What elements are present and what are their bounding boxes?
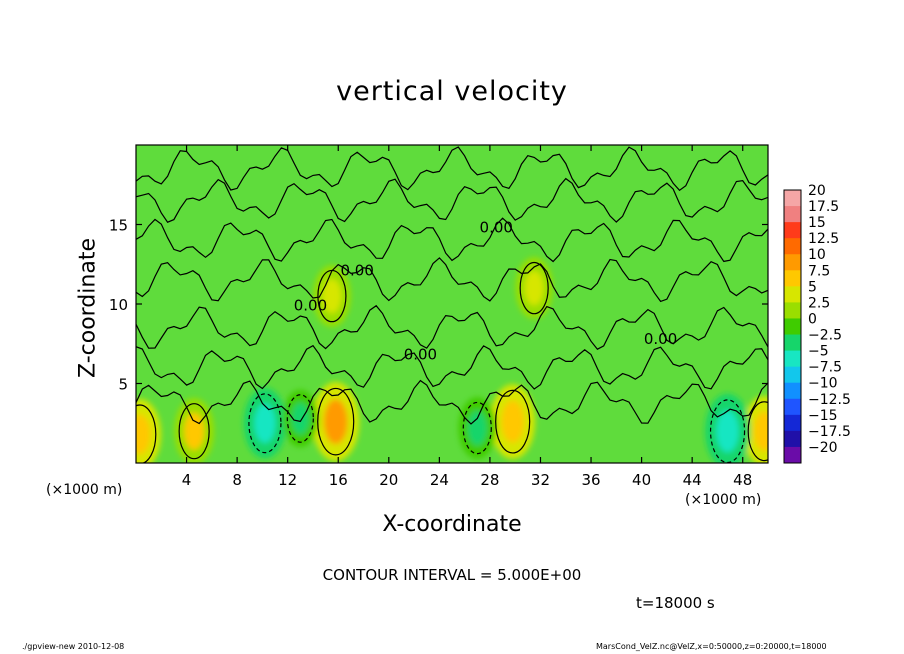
colorbar-swatch xyxy=(784,270,801,287)
downdraft-core xyxy=(254,403,276,444)
x-tick-label: 48 xyxy=(733,471,752,489)
colorbar-label: −2.5 xyxy=(808,328,842,344)
colorbar-label: −7.5 xyxy=(808,360,842,376)
updraft-core xyxy=(753,411,768,451)
contour-label: 0.00 xyxy=(404,346,437,364)
colorbar-swatch xyxy=(784,238,801,255)
contour-zero xyxy=(136,304,768,350)
plot-background xyxy=(136,145,768,463)
contour-label: 0.00 xyxy=(644,330,677,348)
contour-positive xyxy=(747,401,768,462)
colorbar-label: −12.5 xyxy=(808,392,851,408)
colorbar-label: −5 xyxy=(808,344,829,360)
updraft-core xyxy=(323,399,348,445)
footer-command: ./gpview-new 2010-12-08 xyxy=(22,642,125,651)
downdraft-core xyxy=(291,402,310,435)
contour-zero xyxy=(136,257,768,303)
x-tick-label: 44 xyxy=(683,471,702,489)
time-label: t=18000 s xyxy=(636,594,715,612)
y-tick-label: 10 xyxy=(109,296,128,314)
updraft-core xyxy=(184,412,205,450)
contour-zero xyxy=(136,146,768,192)
x-tick-label: 36 xyxy=(581,471,600,489)
colorbar-swatch xyxy=(784,302,801,319)
colorbar-label: 10 xyxy=(808,247,826,263)
colorbar-label: −15 xyxy=(808,408,838,424)
colorbar-swatch xyxy=(784,350,801,368)
contour-negative xyxy=(462,401,492,455)
colorbar-swatch xyxy=(784,398,801,416)
colorbar-label: 0 xyxy=(808,311,817,327)
x-tick-label: 12 xyxy=(278,471,297,489)
colorbar-swatch xyxy=(784,334,801,352)
y-tick-label: 5 xyxy=(118,376,128,394)
contour-zero xyxy=(136,344,768,390)
x-tick-label: 32 xyxy=(531,471,550,489)
colorbar-swatch xyxy=(784,254,801,271)
contour-positive xyxy=(317,387,355,456)
colorbar-label: 5 xyxy=(808,279,817,295)
updraft-core xyxy=(322,278,342,314)
colorbar-swatch xyxy=(784,206,801,223)
contour-zero xyxy=(136,379,768,425)
plot-area: 0.00 0.00 0.00 0.00 0.00 xyxy=(135,144,769,464)
colorbar-swatch xyxy=(784,318,801,336)
contour-label: 0.00 xyxy=(340,261,373,279)
colorbar-label: 20 xyxy=(808,183,826,199)
colorbar-label: 17.5 xyxy=(808,199,839,215)
colorbar-label: −10 xyxy=(808,376,838,392)
colorbar-swatch xyxy=(784,382,801,400)
colorbar-label: 15 xyxy=(808,215,826,231)
y-tick-label: 15 xyxy=(109,217,128,235)
updraft-core xyxy=(501,400,524,443)
contour-zero xyxy=(136,217,768,263)
downdraft-core xyxy=(467,410,487,446)
colorbar-swatch xyxy=(784,430,801,448)
updraft-core xyxy=(524,270,544,306)
colorbar-frame xyxy=(783,189,802,464)
contour-negative xyxy=(286,394,314,443)
x-tick-label: 28 xyxy=(480,471,499,489)
contour-positive xyxy=(136,404,157,463)
colorbar-swatch xyxy=(784,366,801,384)
contour-label: 0.00 xyxy=(480,218,513,236)
x-tick-label: 4 xyxy=(182,471,192,489)
downdraft-core xyxy=(716,410,739,453)
y-axis-label: Z-coordinate xyxy=(75,238,101,378)
x-tick-label: 40 xyxy=(632,471,651,489)
colorbar-swatch xyxy=(784,286,801,303)
colorbar-label: 2.5 xyxy=(808,295,830,311)
x-tick-label: 20 xyxy=(379,471,398,489)
contour-negative xyxy=(248,393,282,454)
updraft-core xyxy=(136,414,151,455)
contour-positive xyxy=(178,403,210,460)
colorbar-label: 12.5 xyxy=(808,231,839,247)
x-axis-label: X-coordinate xyxy=(382,512,522,537)
colorbar-label: −17.5 xyxy=(808,424,851,440)
x-unit-right: (×1000 m) xyxy=(685,492,762,508)
x-tick-label: 16 xyxy=(329,471,348,489)
contour-interval-text: CONTOUR INTERVAL = 5.000E+00 xyxy=(322,566,582,584)
colorbar-swatch xyxy=(784,222,801,239)
chart-title: vertical velocity xyxy=(336,76,568,107)
contour-label: 0.00 xyxy=(294,296,327,314)
contour-positive xyxy=(495,389,531,454)
footer-source: MarsCond_VelZ.nc@VelZ,x=0:50000,z=0:2000… xyxy=(596,642,827,651)
contour-positive xyxy=(519,261,549,315)
colorbar-swatch xyxy=(784,190,801,207)
colorbar-label: 7.5 xyxy=(808,263,830,279)
contour-zero xyxy=(136,177,768,223)
x-unit-left: (×1000 m) xyxy=(46,482,123,498)
colorbar-swatch xyxy=(784,414,801,432)
colorbar-label: −20 xyxy=(808,440,838,456)
x-tick-label: 24 xyxy=(430,471,449,489)
colorbar: 2017.51512.5107.552.50−2.5−5−7.5−10−12.5… xyxy=(783,183,851,464)
x-tick-label: 8 xyxy=(232,471,242,489)
colorbar-swatch xyxy=(784,446,801,464)
